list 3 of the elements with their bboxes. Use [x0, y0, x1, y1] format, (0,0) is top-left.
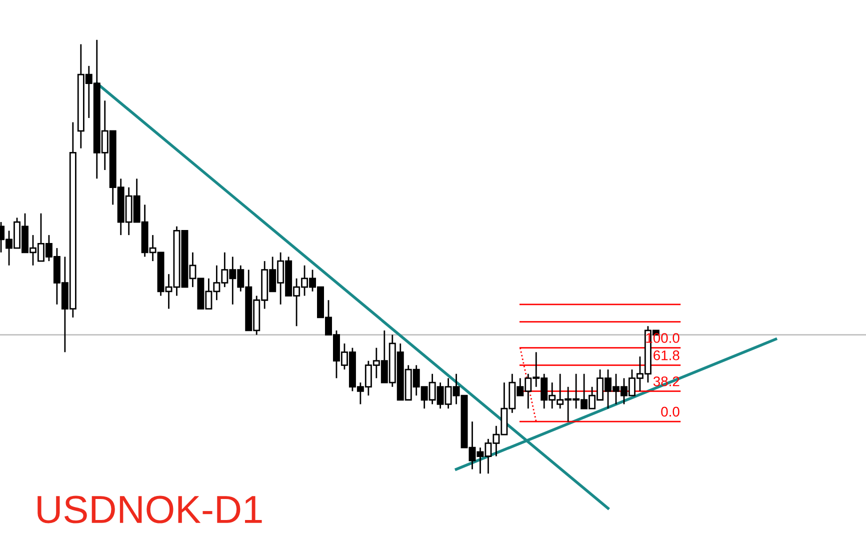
series-label: 61.8	[654, 350, 680, 360]
text: USDNOK-D1	[38, 496, 262, 524]
series-label: 0.0	[661, 406, 680, 417]
